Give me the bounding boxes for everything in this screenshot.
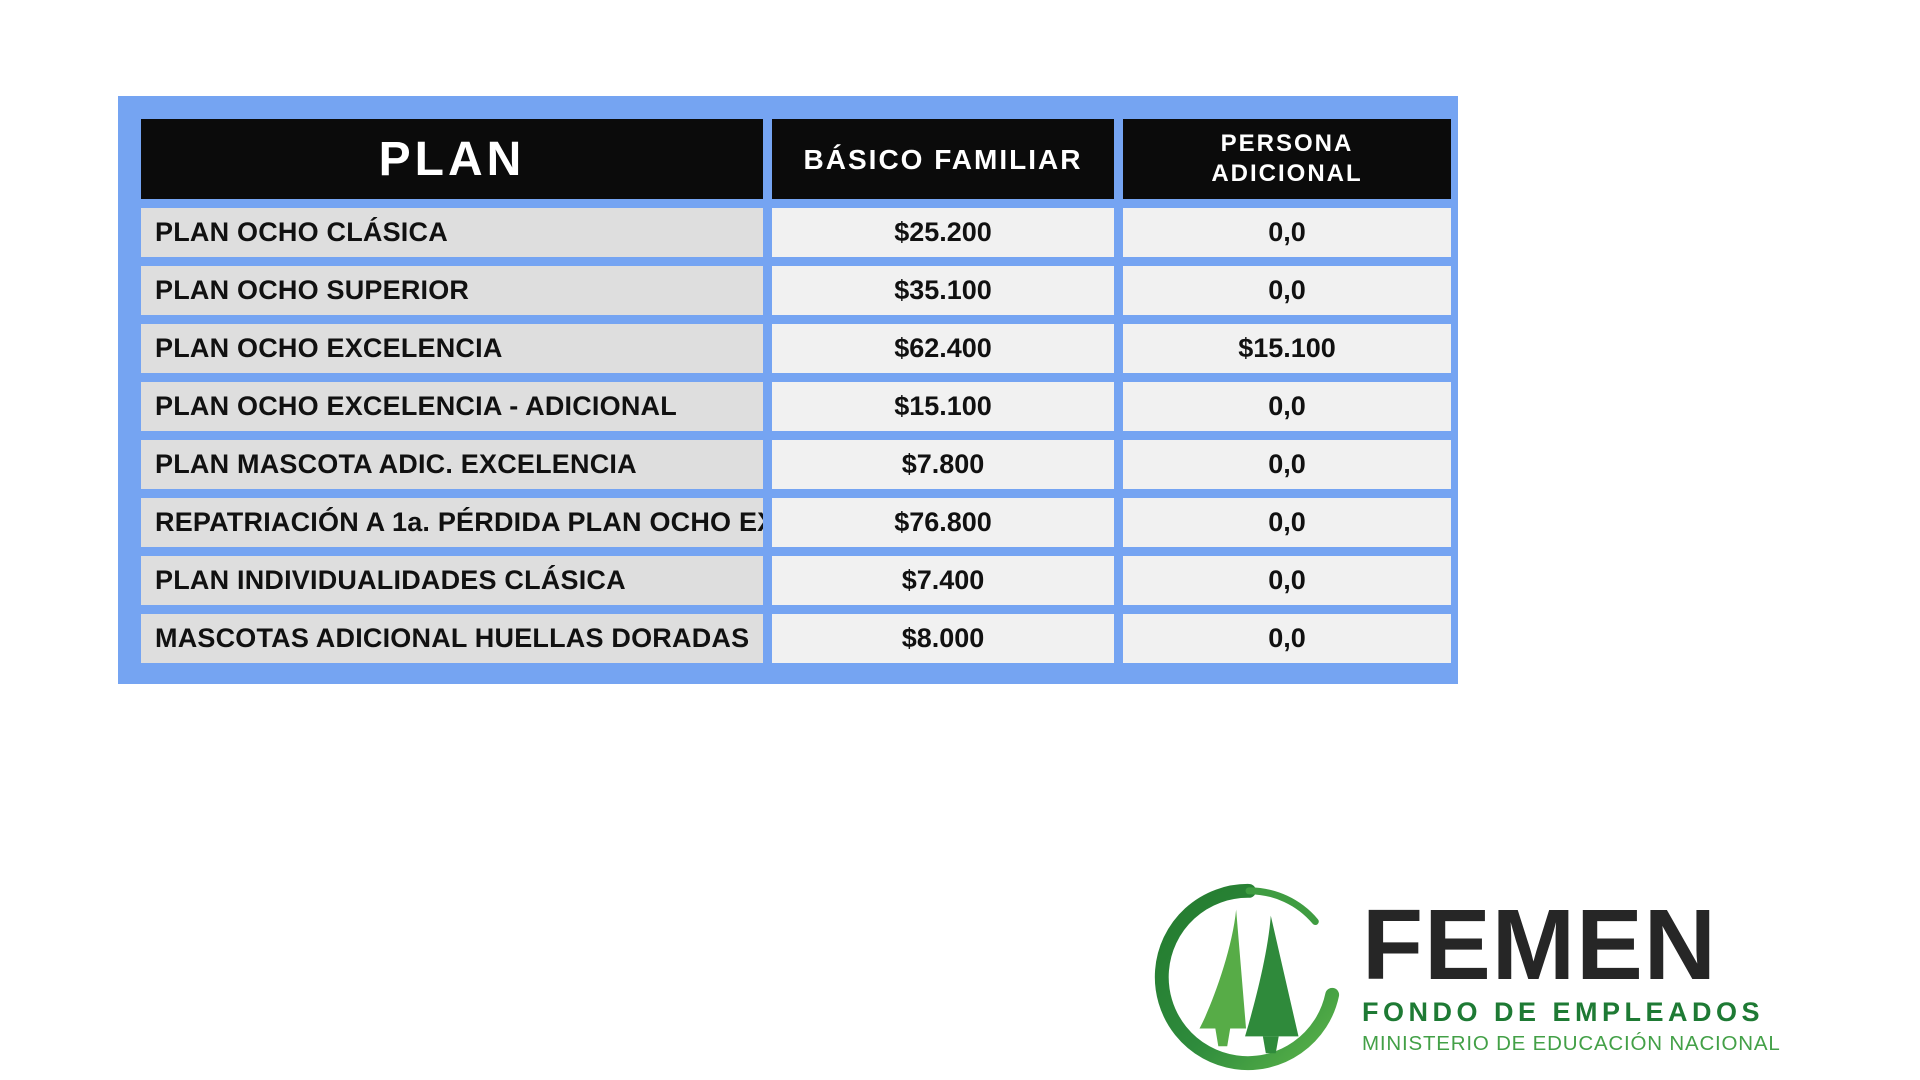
- column-header-basico-familiar-label: BÁSICO FAMILIAR: [803, 143, 1083, 175]
- persona-adicional-cell: 0,0: [1123, 382, 1451, 431]
- brand-subtitle-secondary: MINISTERIO DE EDUCACIÓN NACIONAL: [1362, 1031, 1781, 1055]
- femen-logo: FEMEN FONDO DE EMPLEADOS MINISTERIO DE E…: [1150, 878, 1781, 1076]
- persona-adicional-cell: 0,0: [1123, 266, 1451, 315]
- column-header-basico-familiar: BÁSICO FAMILIAR: [772, 119, 1114, 199]
- table-row: PLAN INDIVIDUALIDADES CLÁSICA $7.400 0,0: [141, 556, 1451, 605]
- plan-name-cell: REPATRIACIÓN A 1a. PÉRDIDA PLAN OCHO EXC: [141, 498, 763, 547]
- basico-familiar-cell: $25.200: [772, 208, 1114, 257]
- persona-adicional-cell: 0,0: [1123, 208, 1451, 257]
- basico-familiar-cell: $76.800: [772, 498, 1114, 547]
- persona-adicional-cell: $15.100: [1123, 324, 1451, 373]
- basico-familiar-cell: $62.400: [772, 324, 1114, 373]
- basico-familiar-cell: $15.100: [772, 382, 1114, 431]
- plan-name-cell: PLAN INDIVIDUALIDADES CLÁSICA: [141, 556, 763, 605]
- table-row: PLAN OCHO SUPERIOR $35.100 0,0: [141, 266, 1451, 315]
- table-row: REPATRIACIÓN A 1a. PÉRDIDA PLAN OCHO EXC…: [141, 498, 1451, 547]
- plan-name-cell: PLAN OCHO SUPERIOR: [141, 266, 763, 315]
- brand-subtitle: FONDO DE EMPLEADOS: [1362, 996, 1765, 1027]
- plan-name-cell: PLAN OCHO CLÁSICA: [141, 208, 763, 257]
- basico-familiar-cell: $35.100: [772, 266, 1114, 315]
- femen-trees-circle-icon: [1154, 883, 1340, 1071]
- basico-familiar-cell: $7.400: [772, 556, 1114, 605]
- plan-name-cell: PLAN OCHO EXCELENCIA - ADICIONAL: [141, 382, 763, 431]
- plan-name-cell: PLAN MASCOTA ADIC. EXCELENCIA: [141, 440, 763, 489]
- basico-familiar-cell: $8.000: [772, 614, 1114, 663]
- plan-name-cell: MASCOTAS ADICIONAL HUELLAS DORADAS: [141, 614, 763, 663]
- table-row: PLAN MASCOTA ADIC. EXCELENCIA $7.800 0,0: [141, 440, 1451, 489]
- table-row: PLAN OCHO CLÁSICA $25.200 0,0: [141, 208, 1451, 257]
- persona-adicional-cell: 0,0: [1123, 556, 1451, 605]
- table-body: PLAN OCHO CLÁSICA $25.200 0,0 PLAN OCHO …: [141, 208, 1451, 663]
- pricing-table: PLAN BÁSICO FAMILIAR PERSONA ADICIONAL P…: [132, 110, 1460, 672]
- persona-adicional-cell: 0,0: [1123, 498, 1451, 547]
- table-row: PLAN OCHO EXCELENCIA - ADICIONAL $15.100…: [141, 382, 1451, 431]
- column-header-persona-adicional: PERSONA ADICIONAL: [1123, 119, 1451, 199]
- column-header-plan: PLAN: [141, 119, 763, 199]
- pricing-table-frame: PLAN BÁSICO FAMILIAR PERSONA ADICIONAL P…: [118, 96, 1458, 684]
- persona-adicional-cell: 0,0: [1123, 614, 1451, 663]
- header-row: PLAN BÁSICO FAMILIAR PERSONA ADICIONAL: [141, 119, 1451, 199]
- table-row: MASCOTAS ADICIONAL HUELLAS DORADAS $8.00…: [141, 614, 1451, 663]
- table-header: PLAN BÁSICO FAMILIAR PERSONA ADICIONAL: [141, 119, 1451, 199]
- table-row: PLAN OCHO EXCELENCIA $62.400 $15.100: [141, 324, 1451, 373]
- basico-familiar-cell: $7.800: [772, 440, 1114, 489]
- persona-adicional-cell: 0,0: [1123, 440, 1451, 489]
- brand-name: FEMEN: [1362, 888, 1717, 1001]
- column-header-persona-adicional-label: PERSONA ADICIONAL: [1211, 130, 1363, 187]
- femen-logo-text: FEMEN FONDO DE EMPLEADOS MINISTERIO DE E…: [1362, 888, 1781, 1056]
- plan-name-cell: PLAN OCHO EXCELENCIA: [141, 324, 763, 373]
